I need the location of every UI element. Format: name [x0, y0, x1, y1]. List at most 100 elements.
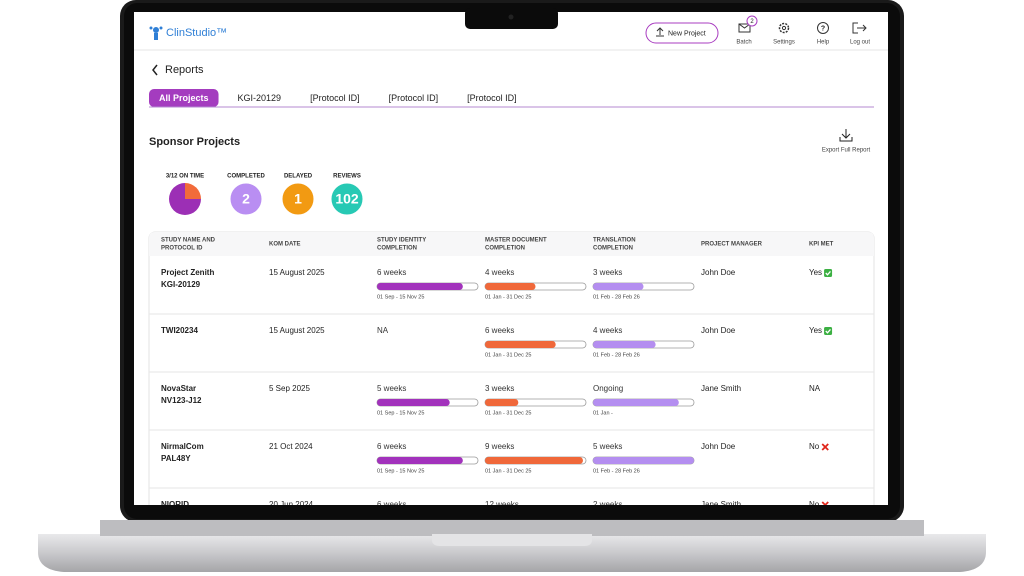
protocol-id: PAL48Y: [161, 454, 191, 463]
hinge: [100, 520, 924, 536]
kpi-label: REVIEWS: [333, 174, 361, 180]
progress-fill: [485, 399, 519, 406]
stage-duration: 5 weeks: [377, 384, 406, 393]
tabs: All Projects KGI-20129 [Protocol ID] [Proto…: [149, 89, 517, 107]
kpi-label: COMPLETED: [227, 174, 265, 180]
upload-icon: [656, 27, 664, 37]
nav-label[interactable]: Help: [817, 40, 830, 46]
project-manager: John Doe: [701, 442, 736, 451]
new-project-button[interactable]: [645, 22, 719, 44]
kpi-label: 3/12 ON TIME: [166, 174, 204, 180]
kpi-value: 2: [242, 191, 250, 207]
stage-range: 01 Sep - 15 Nov 25: [377, 468, 424, 474]
progress-fill: [593, 457, 694, 464]
nav-label[interactable]: Settings: [773, 40, 795, 46]
tab-label[interactable]: All Projects: [159, 93, 209, 103]
project-manager: John Doe: [701, 326, 736, 335]
stage-duration: 6 weeks: [377, 500, 406, 509]
kpi-met: No: [809, 442, 820, 451]
stage-range: 01 Feb - 28 Feb 26: [593, 352, 640, 358]
kpi-check-mark: [825, 270, 831, 276]
tab-label[interactable]: [Protocol ID]: [389, 93, 439, 103]
progress-fill: [377, 457, 463, 464]
stage-duration: 5 weeks: [593, 442, 622, 451]
settings-icon[interactable]: [778, 22, 790, 34]
kpi-met: Yes: [809, 326, 822, 335]
pie-slice: [185, 183, 201, 199]
stage-duration: 3 weeks: [485, 384, 514, 393]
progress-fill: [377, 283, 463, 290]
stage-duration: 4 weeks: [485, 268, 514, 277]
nav-labels: Batch Settings Help Log out: [736, 40, 870, 46]
kom-date: 15 August 2025: [269, 326, 325, 335]
kpi-value: 102: [335, 191, 359, 207]
kpi-summary: 3/12 ON TIME COMPLETED 2 DELAYED 1 REVIEWS 102: [166, 174, 364, 216]
nav-label[interactable]: Log out: [850, 40, 870, 46]
kpi-label: DELAYED: [284, 174, 313, 180]
badge: [746, 15, 758, 27]
project-manager: Jane Smith: [701, 384, 741, 393]
column-header: PROTOCOL ID: [161, 246, 203, 252]
batch-icon-flap: [738, 23, 751, 29]
batch-badge: 2: [750, 19, 754, 25]
kpi-cross-icon: [821, 501, 829, 505]
tab-label[interactable]: [Protocol ID]: [310, 93, 360, 103]
column-header: KPI MET: [809, 242, 834, 248]
column-header: MASTER DOCUMENT: [485, 238, 547, 244]
progress-fill: [485, 283, 536, 290]
logout-icon[interactable]: [852, 22, 867, 34]
kpi-check-icon: [824, 327, 833, 335]
kom-date: 5 Sep 2025: [269, 384, 310, 393]
column-header: KOM DATE: [269, 242, 301, 248]
stage-duration: Ongoing: [593, 384, 623, 393]
nav-label[interactable]: Batch: [736, 40, 751, 46]
kpi-met: Yes: [809, 268, 822, 277]
pie-slice: [169, 183, 201, 215]
progress-fill: [593, 399, 679, 406]
column-header: COMPLETION: [485, 246, 525, 252]
project-manager: John Doe: [701, 268, 736, 277]
help-icon[interactable]: [817, 22, 829, 34]
kom-date: 15 August 2025: [269, 268, 325, 277]
study-name: Project Zenith: [161, 268, 214, 277]
kpi-cross-icon: [821, 443, 829, 451]
stage-duration: 4 weeks: [593, 326, 622, 335]
section-title: Sponsor Projects: [149, 136, 240, 148]
table: STUDY NAME AND PROTOCOL ID KOM DATE STUDY I…: [149, 238, 874, 509]
stage-range: 01 Feb - 28 Feb 26: [593, 468, 640, 474]
back-arrow[interactable]: [152, 64, 158, 76]
progress-fill: [485, 457, 583, 464]
stage-duration: 9 weeks: [485, 442, 514, 451]
tab-label[interactable]: [Protocol ID]: [467, 93, 517, 103]
stage-range: 01 Jan - 31 Dec 25: [485, 410, 531, 416]
stage-range: 01 Sep - 15 Nov 25: [377, 294, 424, 300]
kpi-check-icon: [824, 269, 833, 277]
column-header: COMPLETION: [593, 246, 633, 252]
study-name: TWI20234: [161, 326, 198, 335]
stage-duration: 6 weeks: [485, 326, 514, 335]
kpi-circle: [330, 182, 364, 216]
column-header: STUDY IDENTITY: [377, 238, 426, 244]
stage-duration: 6 weeks: [377, 442, 406, 451]
export-icon[interactable]: [839, 129, 853, 142]
kpi-check-mark: [825, 328, 831, 334]
laptop-base: [38, 534, 986, 572]
batch-icon[interactable]: [738, 23, 751, 33]
kpi-circle: [229, 182, 263, 216]
active-tab[interactable]: [149, 89, 219, 107]
table-header-bg: [149, 232, 874, 256]
study-name: NirmalCom: [161, 442, 204, 451]
protocol-id: KGI-20129: [161, 280, 201, 289]
column-header: PROJECT MANAGER: [701, 242, 763, 248]
stage-range: 01 Jan -: [593, 410, 613, 416]
logo-icon: [149, 26, 163, 40]
export-label[interactable]: Export Full Report: [822, 148, 871, 154]
tab-label[interactable]: KGI-20129: [238, 93, 282, 103]
app-screen: ClinStudio™ New Project 2 ? Batch Setting…: [134, 15, 888, 509]
stage-duration: 2 weeks: [593, 500, 622, 509]
kom-date: 21 Oct 2024: [269, 442, 313, 451]
stage-range: 01 Sep - 15 Nov 25: [377, 410, 424, 416]
logo: ClinStudio™: [166, 27, 227, 39]
